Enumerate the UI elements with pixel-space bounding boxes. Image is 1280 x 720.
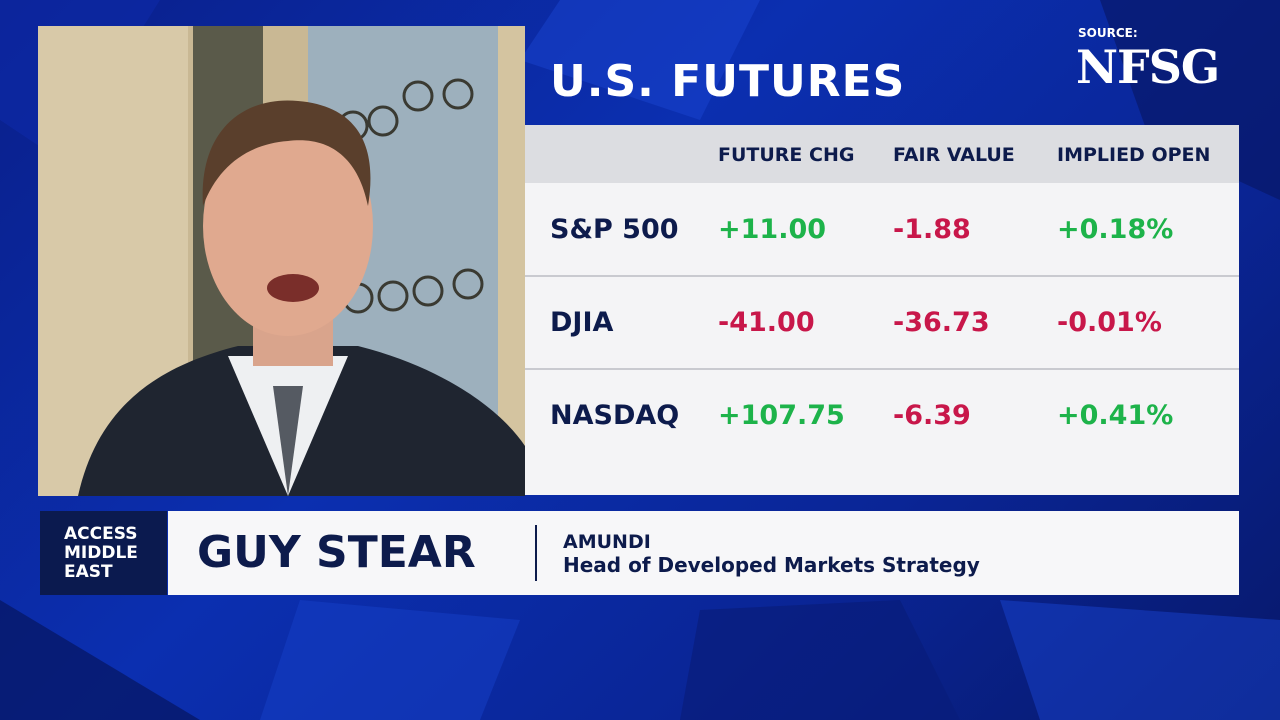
- table-header: [525, 125, 1239, 183]
- row-label: DJIA: [550, 307, 614, 338]
- value-cell: -0.01%: [1057, 307, 1162, 338]
- divider: [535, 525, 537, 581]
- row-separator: [525, 368, 1239, 370]
- source-label: SOURCE:: [1078, 26, 1138, 40]
- column-header: FAIR VALUE: [893, 144, 1015, 166]
- title: U.S. FUTURES: [550, 56, 906, 107]
- value-cell: -1.88: [893, 214, 971, 245]
- show-line: EAST: [64, 561, 113, 582]
- value-cell: -6.39: [893, 400, 971, 431]
- guest-name: GUY STEAR: [197, 527, 476, 578]
- guest-company: AMUNDI: [563, 531, 651, 553]
- value-cell: -41.00: [718, 307, 815, 338]
- row-label: S&P 500: [550, 214, 679, 245]
- column-header: IMPLIED OPEN: [1057, 144, 1211, 166]
- show-line: MIDDLE: [64, 542, 138, 563]
- value-cell: -36.73: [893, 307, 990, 338]
- name-bar: GUY STEAR AMUNDI Head of Developed Marke…: [168, 511, 1239, 595]
- video-feed: [38, 26, 525, 496]
- value-cell: +107.75: [718, 400, 845, 431]
- row-separator: [525, 275, 1239, 277]
- show-line: ACCESS: [64, 523, 138, 544]
- value-cell: +0.41%: [1057, 400, 1174, 431]
- row-label: NASDAQ: [550, 400, 680, 431]
- guest-role: Head of Developed Markets Strategy: [563, 553, 980, 577]
- value-cell: +11.00: [718, 214, 827, 245]
- futures-table: FUTURE CHG FAIR VALUE IMPLIED OPEN S&P 500 +…: [525, 125, 1239, 495]
- source-logo: NFSG: [1076, 40, 1220, 94]
- column-header: FUTURE CHG: [718, 144, 855, 166]
- show-badge: ACCESS MIDDLE EAST: [40, 511, 167, 595]
- value-cell: +0.18%: [1057, 214, 1174, 245]
